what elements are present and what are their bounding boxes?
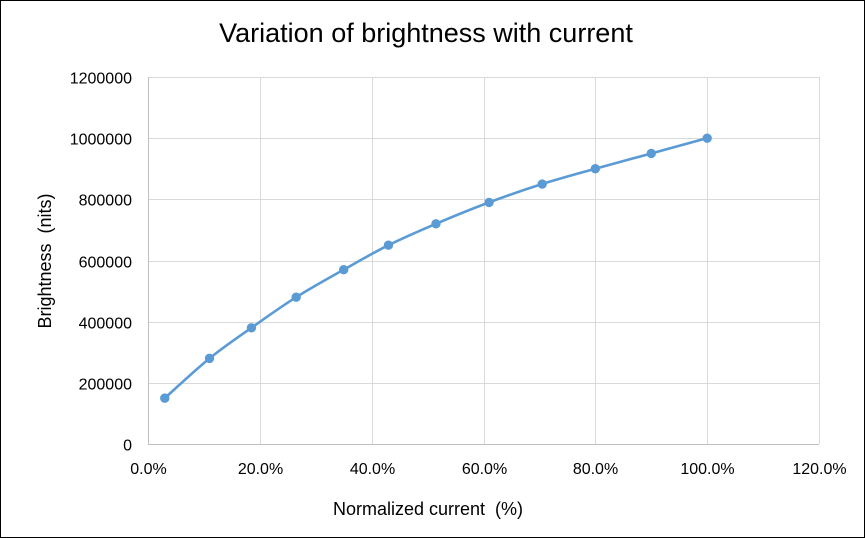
data-point [160, 393, 170, 403]
data-point [291, 292, 301, 302]
y-tick-label: 1200000 [70, 71, 132, 88]
x-tick-label: 60.0% [462, 461, 507, 478]
data-point [590, 164, 601, 174]
x-tick-label: 20.0% [238, 461, 283, 478]
y-tick-label: 1000000 [70, 132, 132, 149]
x-tick-label: 120.0% [792, 461, 846, 478]
series-line [163, 136, 709, 400]
y-tick-label: 400000 [79, 316, 132, 333]
grid [148, 77, 820, 445]
data-point [383, 240, 394, 250]
chart-title: Variation of brightness with current [219, 18, 633, 48]
x-tick-label: 80.0% [573, 461, 618, 478]
x-axis-ticks: 0.0% 20.0% 40.0% 60.0% 80.0% 100.0% 120.0% [130, 461, 846, 478]
data-point [484, 197, 494, 208]
data-point [702, 133, 712, 143]
y-tick-label: 0 [123, 438, 132, 455]
data-point [537, 179, 547, 189]
data-point [246, 323, 257, 333]
data-point [646, 148, 656, 159]
data-point [339, 264, 349, 275]
x-tick-label: 0.0% [130, 461, 166, 478]
series [160, 133, 712, 403]
y-tick-label: 200000 [79, 377, 132, 394]
y-tick-label: 800000 [79, 193, 132, 210]
data-point [204, 353, 215, 364]
y-tick-label: 600000 [79, 255, 132, 272]
x-tick-label: 100.0% [680, 461, 734, 478]
y-axis-label: Brightness (nits) [35, 193, 55, 328]
data-point [431, 219, 441, 229]
x-axis-label: Normalized current (%) [333, 499, 523, 519]
x-tick-label: 40.0% [350, 461, 395, 478]
y-axis-ticks: 0 200000 400000 600000 800000 1000000 1200000 [70, 71, 132, 455]
